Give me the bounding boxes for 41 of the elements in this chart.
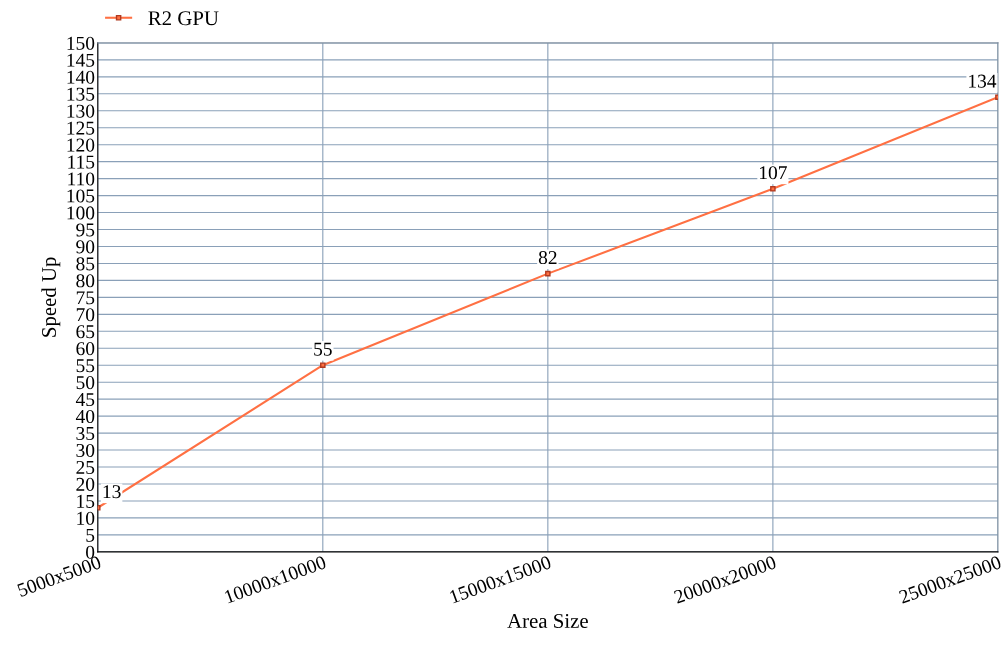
y-tick-label: 85 — [76, 257, 95, 271]
y-tick-label: 135 — [67, 87, 95, 101]
point — [320, 362, 326, 369]
y-tick-label: 55 — [76, 359, 95, 373]
y-tick-label: 40 — [75, 409, 95, 424]
data-label: 107 — [760, 166, 787, 180]
y-tick-label: 45 — [75, 393, 95, 407]
y-tick-label: 10 — [77, 511, 95, 525]
y-tick-label: 110 — [68, 172, 95, 186]
point — [545, 270, 551, 277]
y-tick-label: 60 — [76, 342, 95, 356]
y-axis-title: Speed Up — [41, 257, 61, 337]
y-tick-label: 20 — [76, 477, 95, 491]
y-tick-label: 75 — [76, 291, 95, 305]
y-tick-label: 65 — [76, 325, 95, 339]
y-tick-label: 105 — [67, 189, 95, 203]
y-tick-label: 100 — [67, 206, 95, 220]
y-tick-label: 125 — [67, 121, 95, 135]
y-tick-label: 5 — [86, 528, 95, 542]
y-tick-label: 30 — [76, 443, 95, 457]
y-tick-label: 90 — [76, 240, 95, 254]
data-label: 13 — [103, 485, 121, 499]
y-tick-label: 120 — [67, 138, 95, 152]
legend-label: R2 GPU — [148, 11, 219, 26]
y-tick-label: 145 — [67, 53, 95, 67]
y-tick-label: 15 — [77, 494, 95, 508]
data-label: 134 — [969, 74, 997, 88]
y-tick-label: 50 — [76, 376, 95, 390]
point — [770, 186, 776, 192]
data-label: 82 — [538, 251, 557, 265]
y-tick-label: 80 — [76, 274, 95, 288]
data-label: 55 — [314, 342, 332, 356]
y-tick-label: 25 — [76, 460, 95, 474]
y-tick-label: 140 — [67, 70, 95, 84]
y-tick-label: 150 — [67, 36, 95, 50]
y-tick-label: 130 — [67, 104, 95, 118]
y-tick-label: 70 — [76, 308, 95, 322]
y-tick-label: 95 — [76, 223, 95, 237]
y-tick-label: 35 — [76, 426, 95, 441]
x-axis-title: Area Size — [507, 613, 588, 628]
y-tick-label: 115 — [68, 155, 95, 169]
